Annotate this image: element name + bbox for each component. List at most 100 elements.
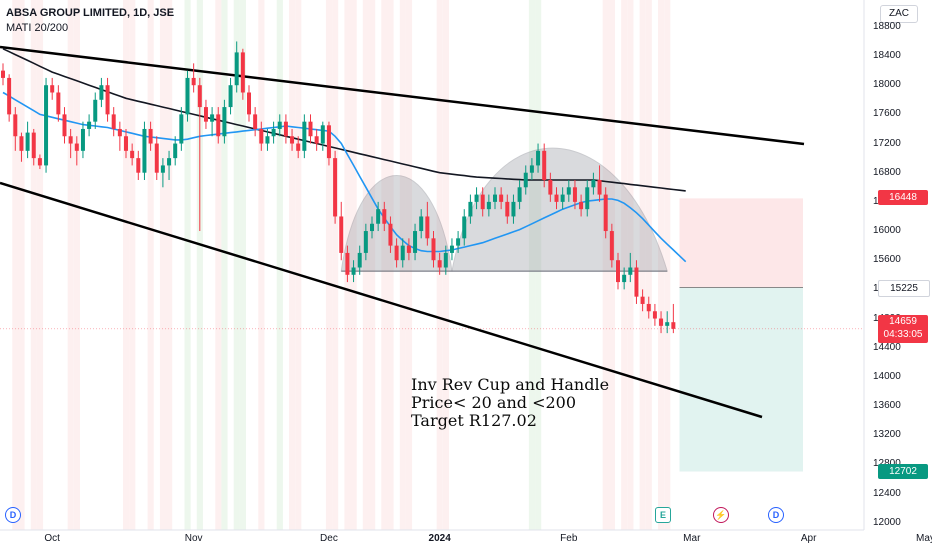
candle-body <box>554 194 559 202</box>
candle <box>56 85 61 122</box>
candle <box>529 158 534 180</box>
candle <box>234 41 239 93</box>
candle <box>31 128 36 166</box>
candle <box>210 107 215 137</box>
candle <box>665 311 670 334</box>
candle <box>585 180 590 217</box>
candle <box>259 121 264 151</box>
candle <box>290 128 295 151</box>
signal-band <box>639 0 646 530</box>
candle-body <box>19 136 24 151</box>
signal-band <box>295 0 302 530</box>
candle-body <box>56 92 61 115</box>
signal-band <box>658 0 665 530</box>
candle-body <box>671 322 676 329</box>
candle-body <box>130 150 135 159</box>
candle-body <box>111 114 116 129</box>
candle-body <box>400 245 405 261</box>
candle-body <box>566 187 571 195</box>
annotation-line-1: Inv Rev Cup and Handle <box>411 375 610 394</box>
signal-band <box>602 0 609 530</box>
candle-body <box>136 158 141 173</box>
bar-countdown: 04:33:05 <box>883 328 923 340</box>
signal-band <box>258 0 265 530</box>
candle <box>320 121 325 151</box>
split-icon[interactable]: ⚡ <box>713 507 729 523</box>
candle-body <box>413 231 418 253</box>
candle <box>388 216 393 253</box>
candle-body <box>529 165 534 173</box>
candle-body <box>191 77 196 86</box>
candle-body <box>443 252 448 268</box>
candle-body <box>652 311 657 319</box>
candle <box>443 245 448 275</box>
candle <box>19 132 24 162</box>
pattern-annotation[interactable]: Inv Rev Cup and Handle Price< 20 and <20… <box>411 376 609 430</box>
candle <box>74 136 79 166</box>
earnings-icon[interactable]: E <box>655 507 671 523</box>
candle <box>523 165 528 195</box>
ma20-line <box>2 91 687 263</box>
signal-band <box>381 0 388 530</box>
candle <box>480 187 485 217</box>
candle-body <box>1 70 5 78</box>
dividend-icon[interactable]: D <box>5 507 21 523</box>
signal-band <box>664 0 671 530</box>
candle <box>117 121 122 151</box>
candle <box>62 107 67 144</box>
candle-body <box>283 121 288 137</box>
indicator-label[interactable]: MATI 20/200 <box>6 22 69 34</box>
candle <box>616 252 620 290</box>
signal-band <box>196 0 203 530</box>
signal-band <box>325 0 333 530</box>
candle-body <box>154 143 159 173</box>
candle-body <box>628 267 633 275</box>
upper-trendline <box>0 45 805 146</box>
currency-badge[interactable]: ZAC <box>880 5 918 23</box>
candle <box>652 303 657 326</box>
cup-handle-shape <box>340 175 453 272</box>
candle-body <box>382 209 387 224</box>
candle-body <box>493 194 497 202</box>
candle <box>622 267 627 290</box>
candle <box>505 194 510 224</box>
candle <box>542 143 547 188</box>
candle <box>93 92 98 129</box>
candle <box>572 180 577 210</box>
price-tick: 13600 <box>873 400 901 412</box>
candle <box>283 114 288 144</box>
signal-band <box>405 0 413 530</box>
candle-body <box>609 231 614 261</box>
candle <box>394 238 399 268</box>
candle <box>13 107 18 151</box>
candle-body <box>87 121 92 129</box>
price-tick: 13200 <box>873 429 901 441</box>
price-tick: 14400 <box>873 341 901 353</box>
candle-body <box>597 180 602 195</box>
time-tick: Apr <box>800 533 817 544</box>
price-tick: 16000 <box>873 225 901 237</box>
signal-band <box>239 0 246 530</box>
candle <box>345 245 350 283</box>
candle-body <box>302 121 307 151</box>
candle <box>44 77 49 173</box>
signal-band <box>289 0 296 530</box>
candle-body <box>326 125 331 159</box>
candle <box>160 158 165 188</box>
candle-body <box>259 128 264 144</box>
entry-price-label: 15225 <box>878 279 930 297</box>
signal-band <box>621 0 628 530</box>
candle-body <box>314 136 319 144</box>
candle-body <box>437 260 442 268</box>
candle <box>566 180 571 202</box>
dividend-icon[interactable]: D <box>768 507 784 523</box>
candle-body <box>659 318 664 326</box>
candle <box>419 209 424 239</box>
candle-body <box>456 238 461 246</box>
candle <box>253 107 258 137</box>
signal-band <box>221 0 228 530</box>
candle-body <box>646 303 651 312</box>
candle <box>425 201 430 246</box>
signal-band <box>129 0 136 530</box>
